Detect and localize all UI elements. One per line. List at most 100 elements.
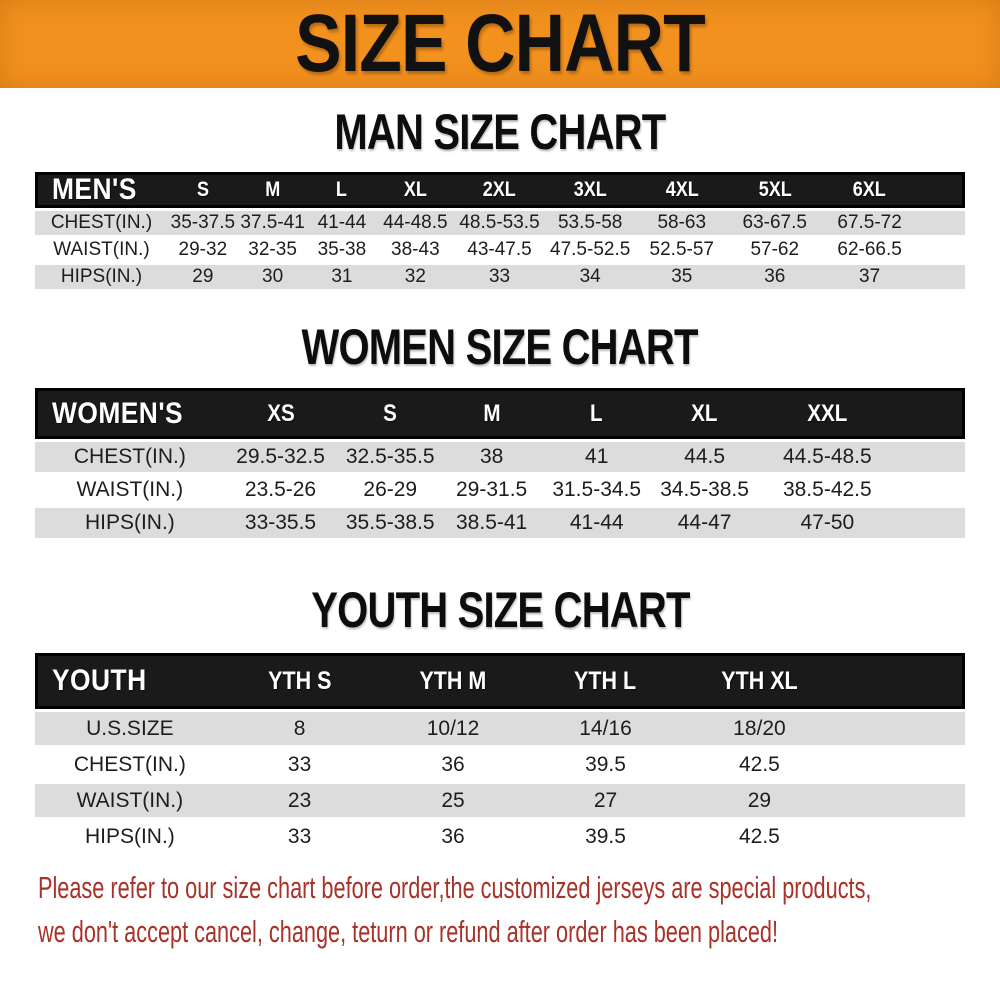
men-hips-row: HIPS(IN.) 29 30 31 32 33 34 35 36 37 — [35, 262, 965, 289]
women-section-heading: WOMEN SIZE CHART — [0, 319, 1000, 375]
size-header-cell: XL — [654, 388, 755, 439]
value-cell: 26-29 — [336, 472, 445, 505]
men-chest-row: CHEST(IN.) 35-37.5 37.5-41 41-44 44-48.5… — [35, 208, 965, 235]
row-label-cell: CHEST(IN.) — [35, 208, 168, 235]
men-size-3xl: 3XL — [573, 178, 607, 201]
spacer-cell — [917, 262, 965, 289]
value-cell: 29.5-32.5 — [224, 439, 337, 472]
spacer-cell — [839, 781, 965, 817]
value-cell: 36 — [374, 745, 532, 781]
value-cell: 43-47.5 — [454, 235, 545, 262]
value-cell: 44-47 — [654, 505, 755, 538]
size-header-cell: 6XL — [821, 172, 918, 208]
youth-chest-row: CHEST(IN.) 33 36 39.5 42.5 — [35, 745, 965, 781]
spacer-cell — [899, 505, 965, 538]
youth-header-row: YOUTH YTH S YTH M YTH L YTH XL — [35, 653, 965, 709]
value-cell: 39.5 — [531, 745, 680, 781]
men-size-xl: XL — [403, 178, 427, 201]
women-size-table: WOMEN'S XS S M L XL XXL CHEST(IN.) 29.5-… — [35, 388, 965, 538]
header-spacer-cell — [899, 388, 965, 439]
women-table-label: WOMEN'S — [52, 396, 184, 430]
youth-size-table: YOUTH YTH S YTH M YTH L YTH XL U.S.SIZE … — [35, 653, 965, 853]
value-cell: 25 — [374, 781, 532, 817]
size-header-cell: XL — [376, 172, 455, 208]
value-cell: 41 — [539, 439, 655, 472]
value-cell: 33 — [454, 262, 545, 289]
value-cell: 38-43 — [376, 235, 455, 262]
size-header-cell: YTH S — [224, 653, 375, 709]
value-cell: 18/20 — [679, 709, 840, 745]
value-cell: 29-31.5 — [444, 472, 540, 505]
spacer-cell — [899, 472, 965, 505]
value-cell: 14/16 — [531, 709, 680, 745]
value-cell: 35-38 — [307, 235, 377, 262]
value-cell: 29-32 — [167, 235, 238, 262]
value-cell: 52.5-57 — [635, 235, 728, 262]
value-cell: 53.5-58 — [544, 208, 636, 235]
value-cell: 30 — [237, 262, 308, 289]
women-header-row: WOMEN'S XS S M L XL XXL — [35, 388, 965, 439]
value-cell: 35 — [635, 262, 728, 289]
women-size-l: L — [590, 399, 604, 427]
value-cell: 32.5-35.5 — [336, 439, 445, 472]
men-size-4xl: 4XL — [665, 178, 699, 201]
row-label-cell: U.S.SIZE — [35, 709, 225, 745]
value-cell: 63-67.5 — [727, 208, 822, 235]
women-hips-row: HIPS(IN.) 33-35.5 35.5-38.5 38.5-41 41-4… — [35, 505, 965, 538]
disclaimer-line-2-text: we don't accept cancel, change, teturn o… — [38, 914, 779, 949]
value-cell: 32 — [376, 262, 455, 289]
header-spacer-cell — [839, 653, 965, 709]
value-cell: 42.5 — [679, 745, 840, 781]
men-size-2xl: 2XL — [482, 178, 517, 201]
size-header-cell: 3XL — [544, 172, 636, 208]
men-size-5xl: 5XL — [758, 178, 792, 201]
value-cell: 42.5 — [679, 817, 840, 853]
women-size-xl: XL — [691, 399, 718, 427]
value-cell: 41-44 — [539, 505, 655, 538]
men-size-6xl: 6XL — [853, 178, 887, 201]
men-size-m: M — [265, 178, 281, 201]
row-label-cell: HIPS(IN.) — [35, 262, 168, 289]
value-cell: 33 — [224, 745, 375, 781]
women-table-label-cell: WOMEN'S — [35, 388, 225, 439]
value-cell: 62-66.5 — [821, 235, 918, 262]
youth-size-xl: YTH XL — [721, 666, 798, 695]
size-header-cell: 5XL — [727, 172, 822, 208]
row-label-cell: HIPS(IN.) — [35, 505, 225, 538]
youth-hips-row: HIPS(IN.) 33 36 39.5 42.5 — [35, 817, 965, 853]
women-size-s: S — [383, 399, 398, 427]
value-cell: 58-63 — [635, 208, 728, 235]
value-cell: 8 — [224, 709, 375, 745]
youth-size-m: YTH M — [419, 666, 487, 695]
value-cell: 39.5 — [531, 817, 680, 853]
value-cell: 34.5-38.5 — [654, 472, 755, 505]
value-cell: 37.5-41 — [237, 208, 308, 235]
size-header-cell: S — [336, 388, 445, 439]
value-cell: 10/12 — [374, 709, 532, 745]
value-cell: 29 — [167, 262, 238, 289]
men-size-s: S — [196, 178, 209, 201]
women-chest-row: CHEST(IN.) 29.5-32.5 32.5-35.5 38 41 44.… — [35, 439, 965, 472]
youth-heading-text: YOUTH SIZE CHART — [310, 582, 690, 638]
value-cell: 38.5-41 — [444, 505, 540, 538]
size-header-cell: L — [307, 172, 377, 208]
youth-table-label: YOUTH — [52, 664, 147, 697]
women-heading-text: WOMEN SIZE CHART — [301, 319, 699, 375]
value-cell: 35.5-38.5 — [336, 505, 445, 538]
value-cell: 47.5-52.5 — [544, 235, 636, 262]
disclaimer-line-1: Please refer to our size chart before or… — [38, 869, 1000, 913]
value-cell: 31.5-34.5 — [539, 472, 655, 505]
size-header-cell: 4XL — [635, 172, 728, 208]
value-cell: 44.5-48.5 — [754, 439, 900, 472]
value-cell: 34 — [544, 262, 636, 289]
youth-waist-row: WAIST(IN.) 23 25 27 29 — [35, 781, 965, 817]
man-section-heading: MAN SIZE CHART — [0, 107, 1000, 157]
value-cell: 37 — [821, 262, 918, 289]
youth-table-label-cell: YOUTH — [35, 653, 225, 709]
header-spacer-cell — [917, 172, 965, 208]
value-cell: 48.5-53.5 — [454, 208, 545, 235]
disclaimer-line-2: we don't accept cancel, change, teturn o… — [38, 913, 1000, 957]
size-header-cell: M — [444, 388, 540, 439]
value-cell: 33 — [224, 817, 375, 853]
value-cell: 23 — [224, 781, 375, 817]
